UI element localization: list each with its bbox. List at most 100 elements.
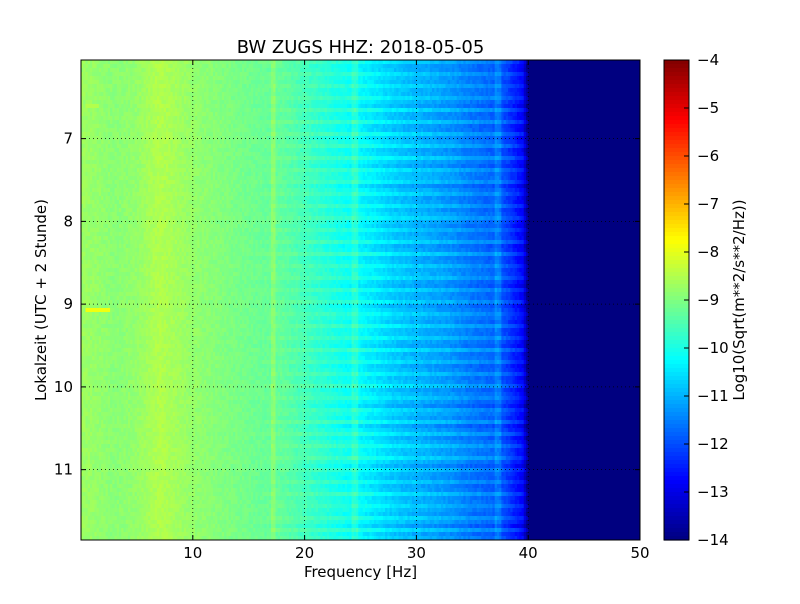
heatmap-cell <box>264 84 268 89</box>
heatmap-cell <box>157 72 160 77</box>
heatmap-cell <box>250 92 254 97</box>
heatmap-cell <box>588 60 592 65</box>
heatmap-cell <box>427 72 431 77</box>
heatmap-cell <box>331 80 335 85</box>
heatmap-cell <box>257 76 261 81</box>
heatmap-cell <box>376 88 379 93</box>
heatmap-cell <box>548 84 552 89</box>
heatmap-cell <box>358 88 362 93</box>
heatmap-cell <box>273 76 277 81</box>
heatmap-cell <box>494 60 498 65</box>
heatmap-cell <box>514 88 518 93</box>
heatmap-cell <box>136 72 140 77</box>
heatmap-cell <box>416 84 420 89</box>
heatmap-cell <box>539 80 543 85</box>
heatmap-cell <box>619 76 623 81</box>
heatmap-cell <box>217 68 221 73</box>
heatmap-cell <box>436 68 440 73</box>
heatmap-cell <box>170 80 174 85</box>
heatmap-cell <box>239 60 243 65</box>
heatmap-cell <box>441 76 444 81</box>
heatmap-cell <box>541 84 545 89</box>
heatmap-cell <box>237 88 241 93</box>
heatmap-cell <box>101 72 104 77</box>
heatmap-cell <box>427 60 431 65</box>
heatmap-cell <box>613 68 617 73</box>
heatmap-cell <box>107 64 111 69</box>
heatmap-cell <box>103 68 107 73</box>
heatmap-cell <box>340 64 344 69</box>
heatmap-cell <box>85 96 89 101</box>
heatmap-cell <box>637 88 640 93</box>
heatmap-cell <box>617 60 621 65</box>
heatmap-cell <box>114 92 118 97</box>
heatmap-cell <box>275 84 279 89</box>
heatmap-cell <box>123 60 127 65</box>
heatmap-cell <box>127 80 131 85</box>
heatmap-cell <box>168 72 172 77</box>
heatmap-cell <box>98 84 102 89</box>
heatmap-cell <box>568 88 572 93</box>
heatmap-cell <box>376 96 379 101</box>
heatmap-cell <box>626 60 630 65</box>
heatmap-cell <box>186 76 189 81</box>
heatmap-cell <box>257 60 261 65</box>
heatmap-cell <box>226 84 230 89</box>
heatmap-cell <box>496 64 500 69</box>
heatmap-cell <box>541 60 545 65</box>
heatmap-cell <box>85 72 89 77</box>
heatmap-cell <box>116 76 120 81</box>
heatmap-cell <box>322 60 326 65</box>
heatmap-cell <box>360 72 364 77</box>
heatmap-cell <box>241 68 245 73</box>
heatmap-cell <box>532 80 536 85</box>
heatmap-cell <box>456 92 460 97</box>
heatmap-cell <box>277 72 281 77</box>
heatmap-cell <box>136 64 140 69</box>
heatmap-cell <box>523 84 527 89</box>
heatmap-cell <box>94 64 98 69</box>
heatmap-cell <box>427 88 431 93</box>
heatmap-cell <box>396 76 400 81</box>
heatmap-cell <box>280 76 283 81</box>
heatmap-cell <box>391 96 395 101</box>
heatmap-cell <box>420 92 424 97</box>
heatmap-cell <box>219 92 223 97</box>
heatmap-cell <box>407 84 411 89</box>
heatmap-cell <box>105 76 109 81</box>
heatmap-cell <box>476 84 480 89</box>
heatmap-cell <box>264 60 268 65</box>
heatmap-cell <box>210 80 214 85</box>
heatmap-cell <box>405 60 409 65</box>
heatmap-cell <box>253 76 257 81</box>
heatmap-cell <box>512 84 516 89</box>
heatmap-cell <box>604 80 608 85</box>
heatmap-cell <box>575 76 578 81</box>
heatmap-cell <box>385 76 388 81</box>
heatmap-cell <box>474 92 478 97</box>
heatmap-cell <box>626 76 630 81</box>
heatmap-cell <box>320 92 324 97</box>
heatmap-cell <box>246 68 250 73</box>
heatmap-cell <box>112 92 116 97</box>
heatmap-cell <box>566 60 570 65</box>
heatmap-cell <box>382 80 386 85</box>
heatmap-cell <box>172 96 176 101</box>
heatmap-cell <box>248 68 252 73</box>
heatmap-cell <box>338 72 341 77</box>
heatmap-cell <box>329 72 333 77</box>
heatmap-cell <box>329 96 333 101</box>
heatmap-cell <box>382 96 386 101</box>
heatmap-cell <box>389 60 393 65</box>
heatmap-cell <box>121 76 125 81</box>
heatmap-cell <box>288 72 292 77</box>
heatmap-cell <box>566 80 570 85</box>
heatmap-cell <box>590 72 594 77</box>
heatmap-cell <box>619 80 623 85</box>
heatmap-cell <box>563 60 567 65</box>
heatmap-cell <box>183 72 187 77</box>
heatmap-cell <box>622 72 625 77</box>
heatmap-cell <box>201 80 205 85</box>
heatmap-cell <box>492 92 496 97</box>
heatmap-cell <box>188 68 192 73</box>
